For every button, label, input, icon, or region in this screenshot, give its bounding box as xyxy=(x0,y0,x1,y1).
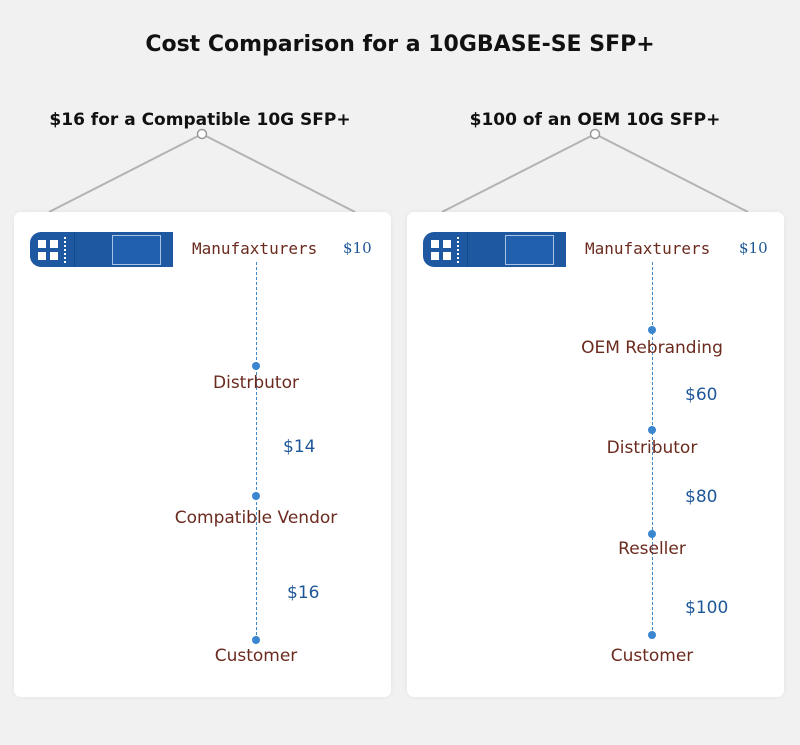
hanger-ring xyxy=(589,128,601,140)
manufacturer-price: $10 xyxy=(343,239,372,257)
chain-node-label: Distrbutor xyxy=(213,373,299,393)
manufacturer-label: Manufaxturers xyxy=(192,239,318,258)
manufacturer-label: Manufaxturers xyxy=(585,239,711,258)
chain-node-label: Customer xyxy=(214,646,298,666)
left-cost-panel: Manufaxturers $10 Distrbutor Compatible V… xyxy=(14,212,391,697)
hanger-line xyxy=(441,133,596,213)
connector-line xyxy=(256,262,257,640)
chain-node-label: Customer xyxy=(610,646,694,666)
chain-node-dot xyxy=(252,492,260,500)
sfp-module-icon xyxy=(30,232,173,267)
chain-price-label: $14 xyxy=(283,437,316,457)
chain-price-label: $60 xyxy=(685,385,718,405)
chain-node-label: Reseller xyxy=(618,539,686,559)
chain-node-label: Distributor xyxy=(606,438,698,458)
sfp-module-icon xyxy=(423,232,566,267)
chain-node-dot xyxy=(252,362,260,370)
hanger-ring xyxy=(196,128,208,140)
hanger-line xyxy=(594,133,749,213)
chain-price-label: $16 xyxy=(287,583,320,603)
chain-node-dot xyxy=(648,326,656,334)
hanger-line xyxy=(201,133,356,213)
hanger-line xyxy=(48,133,203,213)
left-panel-header: $16 for a Compatible 10G SFP+ xyxy=(49,110,351,130)
chain-price-label: $100 xyxy=(685,598,729,618)
chain-node-label: Compatible Vendor xyxy=(174,508,338,528)
chain-node-dot xyxy=(648,631,656,639)
chain-node-dot xyxy=(648,426,656,434)
chain-node-label: OEM Rebranding xyxy=(581,338,723,358)
chain-price-label: $80 xyxy=(685,487,718,507)
connector-line xyxy=(652,262,653,635)
chain-node-dot xyxy=(648,530,656,538)
chain-node-dot xyxy=(252,636,260,644)
right-cost-panel: Manufaxturers $10 OEM Rebranding Distribu… xyxy=(407,212,784,697)
page-title: Cost Comparison for a 10GBASE-SE SFP+ xyxy=(145,32,655,57)
manufacturer-price: $10 xyxy=(739,239,768,257)
right-panel-header: $100 of an OEM 10G SFP+ xyxy=(469,110,721,130)
